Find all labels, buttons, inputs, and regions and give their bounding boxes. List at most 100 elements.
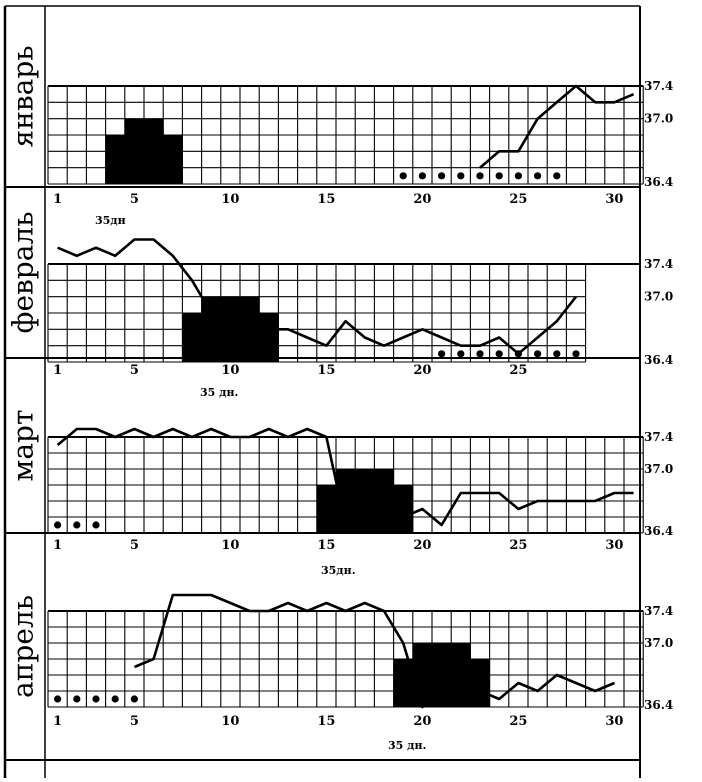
grid (47, 263, 640, 363)
month-label: апрель (7, 595, 40, 698)
day-tick-label: 5 (130, 714, 139, 729)
day-tick-label: 1 (53, 192, 62, 207)
temp-tick-label: 36.4 (644, 353, 673, 367)
day-tick-label: 20 (413, 192, 431, 207)
day-tick-label: 5 (130, 192, 139, 207)
temp-tick-label: 36.4 (644, 175, 673, 189)
day-tick-label: 10 (221, 714, 239, 729)
menstruation-block (451, 643, 471, 707)
day-tick-label: 5 (130, 363, 139, 378)
day-tick-label: 30 (605, 192, 623, 207)
cycle-length-note: 35 дн. (200, 386, 238, 399)
menstruation-block (163, 135, 183, 184)
menstruation-block (393, 659, 414, 707)
marked-day-dot (476, 350, 484, 358)
month-label: март (7, 410, 40, 482)
day-tick-label: 30 (605, 714, 623, 729)
cycle-length-note: 35дн (95, 214, 126, 227)
menstruation-block (240, 296, 260, 362)
temperature-line (56, 427, 634, 527)
day-tick-label: 20 (413, 363, 431, 378)
marked-day-dot (130, 695, 138, 703)
temp-tick-label: 37.0 (644, 112, 673, 126)
marked-day-dot (457, 172, 465, 180)
temp-tick-label: 37.4 (644, 430, 673, 444)
marked-day-dot (495, 172, 503, 180)
menstruation-block (393, 485, 414, 533)
temperature-line (57, 238, 578, 356)
menstruation-block (105, 135, 126, 184)
day-tick-label: 10 (221, 363, 239, 378)
menstruation-block (124, 118, 145, 184)
marked-day-dot (73, 521, 81, 529)
marked-day-dot (514, 172, 523, 180)
month-label: январь (7, 46, 40, 148)
day-tick-label: 1 (53, 714, 62, 729)
menstruation-block (316, 485, 337, 533)
temp-tick-label: 37.0 (644, 290, 673, 304)
day-tick-label: 15 (317, 192, 335, 207)
marked-day-dot (73, 695, 81, 703)
temp-tick-label: 37.4 (644, 257, 673, 271)
menstruation-block (182, 313, 203, 362)
cycle-length-note: 35 дн. (388, 739, 426, 752)
day-tick-label: 15 (317, 714, 335, 729)
day-tick-label: 5 (130, 538, 139, 553)
temp-tick-label: 36.4 (644, 524, 673, 538)
day-tick-label: 25 (509, 538, 527, 553)
marked-day-dot (534, 172, 542, 180)
marked-day-dot (92, 695, 100, 703)
menstruation-block (259, 313, 279, 362)
day-tick-label: 20 (413, 714, 431, 729)
marked-day-dot (476, 172, 484, 180)
cycle-length-note: 35дн. (321, 564, 356, 577)
marked-day-dot (92, 521, 100, 529)
day-tick-label: 1 (53, 363, 62, 378)
marked-day-dot (534, 350, 542, 358)
marked-day-dot (553, 172, 561, 180)
menstruation-block (201, 296, 222, 362)
menstruation-block (220, 296, 241, 362)
temp-tick-label: 37.4 (644, 79, 673, 93)
marked-day-dot (54, 521, 62, 529)
temp-tick-label: 37.4 (644, 604, 673, 618)
marked-day-dot (457, 350, 465, 358)
menstruation-block (470, 659, 491, 707)
month-label: февраль (7, 212, 40, 334)
temperature-line (133, 593, 615, 709)
temp-tick-label: 37.0 (644, 636, 673, 650)
menstruation-block (355, 469, 375, 533)
day-tick-label: 15 (317, 538, 335, 553)
temp-tick-label: 37.0 (644, 462, 673, 476)
day-tick-label: 25 (509, 363, 527, 378)
day-tick-label: 25 (509, 192, 527, 207)
marked-day-dot (438, 350, 446, 358)
marked-day-dot (572, 350, 580, 358)
menstruation-block (144, 118, 164, 184)
marked-day-dot (111, 695, 119, 703)
marked-day-dot (495, 350, 503, 358)
day-tick-label: 15 (317, 363, 335, 378)
menstruation-block (412, 643, 433, 707)
menstruation-block (336, 469, 356, 533)
marked-day-dot (399, 172, 407, 180)
marked-day-dot (438, 172, 446, 180)
day-tick-label: 30 (605, 538, 623, 553)
marked-day-dot (54, 695, 62, 703)
day-tick-label: 1 (53, 538, 62, 553)
temp-tick-label: 36.4 (644, 698, 673, 712)
day-tick-label: 20 (413, 538, 431, 553)
temperature-line (479, 84, 635, 169)
marked-day-dot (418, 172, 426, 180)
day-tick-label: 25 (509, 714, 527, 729)
marked-day-dot (553, 350, 561, 358)
day-tick-label: 10 (221, 192, 239, 207)
day-tick-label: 10 (221, 538, 239, 553)
month-panels: январь 37.437.036.41 5 10 15 20 25 3035днфеврал… (5, 46, 673, 761)
